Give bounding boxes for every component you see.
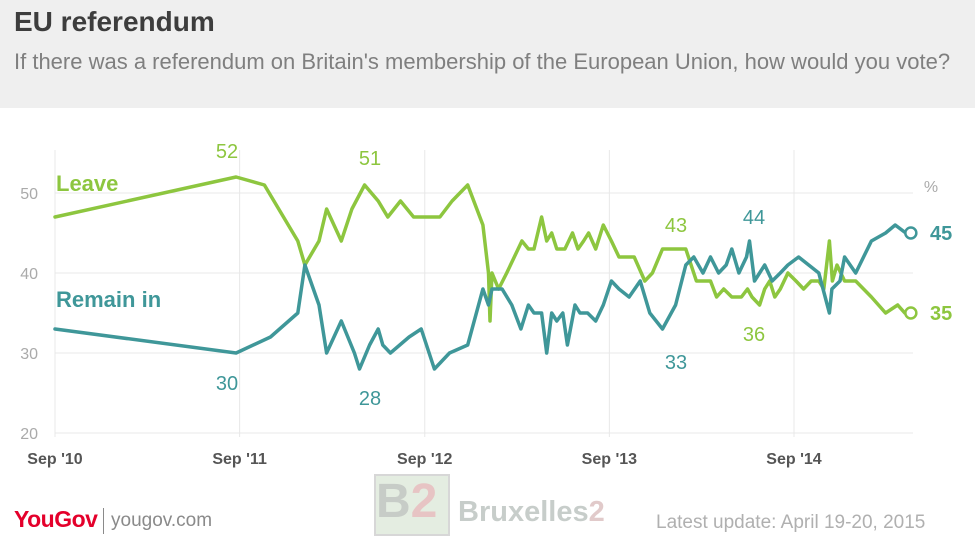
- page-subtitle: If there was a referendum on Britain's m…: [14, 49, 951, 74]
- data-label: 43: [665, 215, 687, 237]
- label-layer: 35 Leave 52 51 43 36 45 Remain in 30 28 33 44: [56, 141, 952, 410]
- remain-series-line: [53, 223, 913, 371]
- site-link[interactable]: yougov.com: [111, 510, 213, 531]
- data-label: 52: [216, 141, 238, 163]
- data-label: 36: [743, 324, 765, 346]
- x-tick-label: Sep '12: [397, 451, 452, 468]
- footer-divider: [103, 508, 104, 534]
- data-label: 30: [216, 373, 238, 395]
- x-tick-label: Sep '10: [27, 451, 82, 468]
- axis-layer: 20 30 40 50 Sep '10 Sep '11 Sep '12 Sep '13 Sep …: [20, 179, 938, 468]
- grid-layer: [54, 150, 913, 437]
- data-label: 51: [359, 148, 381, 170]
- header: EU referendum If there was a referendum …: [0, 0, 975, 108]
- y-tick-label: 30: [20, 346, 38, 363]
- unit-label: %: [924, 179, 938, 196]
- page-title: EU referendum: [14, 6, 215, 37]
- series-layer: [53, 175, 918, 371]
- watermark-text: Bruxelles2: [458, 496, 605, 528]
- x-tick-label: Sep '11: [212, 451, 267, 468]
- remain-end-marker: [904, 226, 918, 240]
- x-tick-label: Sep '13: [582, 451, 637, 468]
- watermark-logo-box: [374, 474, 450, 536]
- leave-end-value: 35: [930, 303, 952, 325]
- watermark-logo-mark: B2: [376, 475, 438, 528]
- y-tick-label: 20: [20, 426, 38, 443]
- line-chart: 20 30 40 50 Sep '10 Sep '11 Sep '12 Sep '13 Sep …: [20, 141, 952, 468]
- legend-leave: Leave: [56, 171, 118, 196]
- y-tick-label: 40: [20, 266, 38, 283]
- x-tick-label: Sep '14: [766, 451, 821, 468]
- legend-remain: Remain in: [56, 287, 161, 312]
- leave-series-line: [53, 175, 913, 323]
- yougov-logo[interactable]: YouGov: [14, 506, 98, 533]
- data-label: 33: [665, 352, 687, 374]
- logo-text: YouGov: [14, 506, 98, 532]
- bruxelles2-watermark: B2 Bruxelles2: [370, 470, 606, 540]
- data-label: 28: [359, 388, 381, 410]
- remain-end-value: 45: [930, 223, 952, 245]
- y-tick-label: 50: [20, 186, 38, 203]
- leave-end-marker: [904, 306, 918, 320]
- data-label: 44: [743, 207, 765, 229]
- last-update-text: Latest update: April 19-20, 2015: [656, 512, 926, 533]
